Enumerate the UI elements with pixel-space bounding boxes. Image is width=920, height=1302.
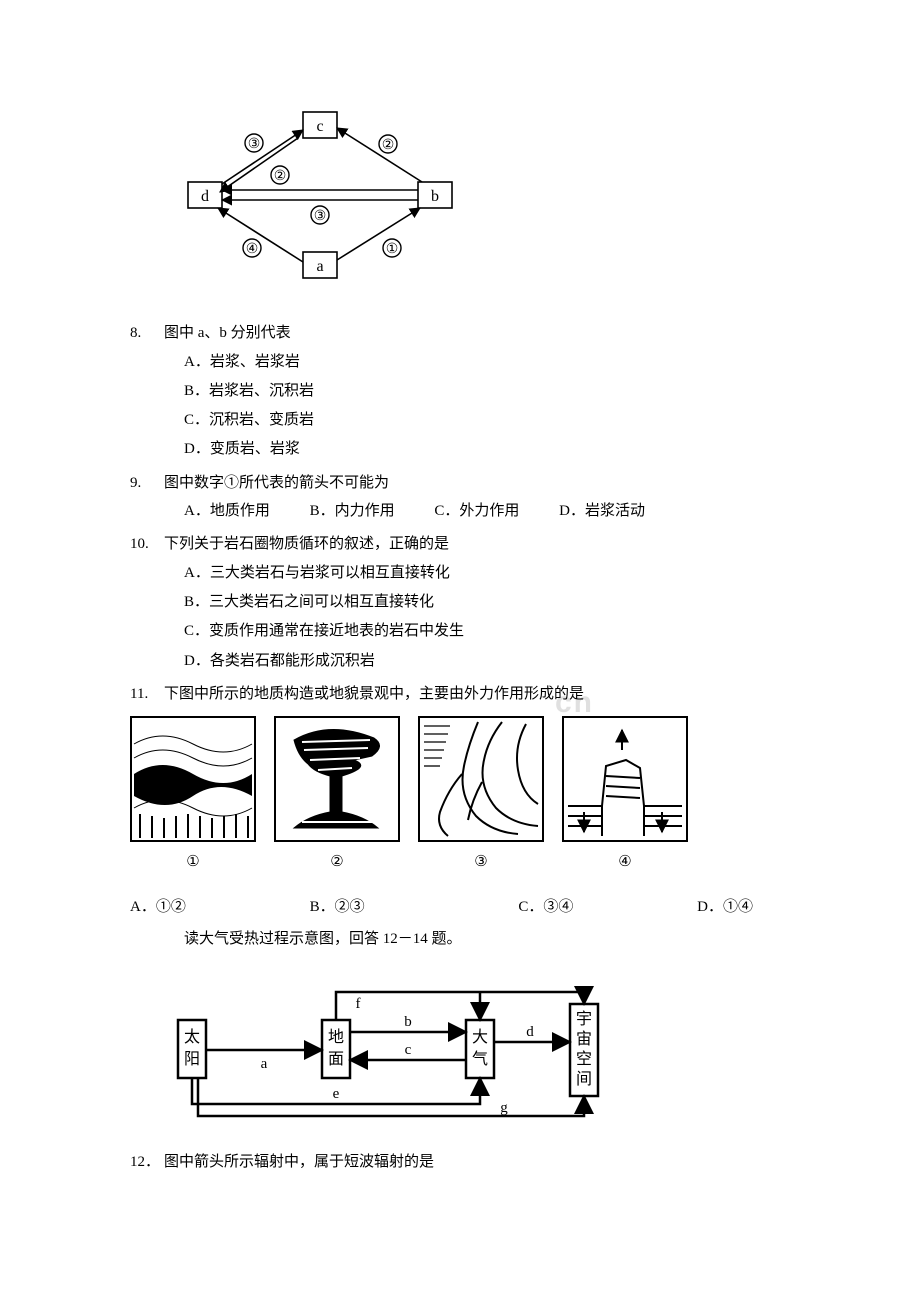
q10-opt-c: C．变质作用通常在接近地表的岩石中发生 bbox=[184, 617, 790, 646]
lbl-a: a bbox=[261, 1056, 268, 1072]
q8-num: 8. bbox=[130, 319, 164, 348]
lbl-f: f bbox=[356, 996, 361, 1012]
q11-ans-d: D．①④ bbox=[697, 893, 753, 922]
q8-opt-b: B．岩浆岩、沉积岩 bbox=[184, 377, 790, 406]
lbl-b: b bbox=[404, 1014, 412, 1030]
atmosphere-heat-diagram: 太 阳 地 面 大 气 宇 宙 空 间 bbox=[150, 978, 790, 1128]
edge-label-3b: ③ bbox=[314, 209, 327, 224]
node-d: d bbox=[201, 188, 209, 205]
q11-fig-3: ③ bbox=[418, 716, 544, 877]
q11-cap-3: ③ bbox=[418, 848, 544, 877]
edge-label-2b: ② bbox=[274, 169, 287, 184]
node-b: b bbox=[431, 188, 439, 205]
q9-opt-d: D．岩浆活动 bbox=[559, 497, 645, 526]
edge-label-2a: ② bbox=[382, 138, 395, 153]
rock-cycle-diagram: c d b a bbox=[170, 100, 790, 295]
q8-options: A．岩浆、岩浆岩 B．岩浆岩、沉积岩 C．沉积岩、变质岩 D．变质岩、岩浆 bbox=[184, 348, 790, 465]
box-atm-l1: 大 bbox=[472, 1028, 488, 1046]
box-sun-l2: 阳 bbox=[184, 1050, 200, 1068]
q9-options: A．地质作用 B．内力作用 C．外力作用 D．岩浆活动 bbox=[184, 497, 790, 526]
question-10: 10. 下列关于岩石圈物质循环的叙述，正确的是 A．三大类岩石与岩浆可以相互直接… bbox=[130, 530, 790, 676]
q11-answers: A．①② B．②③ C．③④ D．①④ bbox=[130, 893, 790, 922]
q9-stem: 图中数字①所代表的箭头不可能为 bbox=[164, 469, 389, 498]
q9-num: 9. bbox=[130, 469, 164, 498]
q11-cap-4: ④ bbox=[562, 848, 688, 877]
q11-cap-1: ① bbox=[130, 848, 256, 877]
q10-stem: 下列关于岩石圈物质循环的叙述，正确的是 bbox=[164, 530, 449, 559]
question-12: 12． 图中箭头所示辐射中，属于短波辐射的是 bbox=[130, 1148, 790, 1177]
lbl-d: d bbox=[526, 1024, 534, 1040]
box-space-l4: 间 bbox=[576, 1070, 592, 1088]
q11-cap-2: ② bbox=[274, 848, 400, 877]
q12-num: 12． bbox=[130, 1148, 164, 1177]
q8-stem: 图中 a、b 分别代表 bbox=[164, 319, 291, 348]
q10-opt-a: A．三大类岩石与岩浆可以相互直接转化 bbox=[184, 559, 790, 588]
q9-opt-c: C．外力作用 bbox=[434, 497, 519, 526]
q10-options: A．三大类岩石与岩浆可以相互直接转化 B．三大类岩石之间可以相互直接转化 C．变… bbox=[184, 559, 790, 676]
q8-opt-c: C．沉积岩、变质岩 bbox=[184, 406, 790, 435]
box-ground-l1: 地 bbox=[328, 1028, 344, 1046]
page-root: c d b a bbox=[0, 0, 920, 1239]
diagram1-svg: c d b a bbox=[170, 100, 470, 295]
question-11: 11. 下图中所示的地质构造或地貌景观中，主要由外力作用形成的是 cn bbox=[130, 680, 790, 922]
lbl-c: c bbox=[405, 1042, 412, 1058]
question-9: 9. 图中数字①所代表的箭头不可能为 A．地质作用 B．内力作用 C．外力作用 … bbox=[130, 469, 790, 527]
q9-opt-a: A．地质作用 bbox=[184, 497, 270, 526]
q8-opt-a: A．岩浆、岩浆岩 bbox=[184, 348, 790, 377]
q9-opt-b: B．内力作用 bbox=[310, 497, 395, 526]
q11-stem: 下图中所示的地质构造或地貌景观中，主要由外力作用形成的是 bbox=[164, 680, 584, 709]
q11-num: 11. bbox=[130, 680, 164, 709]
edge-label-4: ④ bbox=[246, 242, 259, 257]
box-ground-l2: 面 bbox=[328, 1051, 344, 1068]
box-space-l3: 空 bbox=[576, 1050, 592, 1068]
box-atm-l2: 气 bbox=[472, 1050, 488, 1068]
q11-fig-1: ① bbox=[130, 716, 256, 877]
instruction-12-14: 读大气受热过程示意图，回答 12－14 题。 bbox=[184, 927, 790, 948]
q10-num: 10. bbox=[130, 530, 164, 559]
edge-label-1: ① bbox=[386, 242, 399, 257]
lbl-e: e bbox=[333, 1086, 340, 1102]
q11-ans-a: A．①② bbox=[130, 893, 186, 922]
box-space-l1: 宇 bbox=[576, 1010, 592, 1028]
q11-fig-2: ② bbox=[274, 716, 400, 877]
question-8: 8. 图中 a、b 分别代表 A．岩浆、岩浆岩 B．岩浆岩、沉积岩 C．沉积岩、… bbox=[130, 319, 790, 465]
q10-opt-b: B．三大类岩石之间可以相互直接转化 bbox=[184, 588, 790, 617]
q12-stem: 图中箭头所示辐射中，属于短波辐射的是 bbox=[164, 1148, 434, 1177]
q8-opt-d: D．变质岩、岩浆 bbox=[184, 435, 790, 464]
q11-fig-4: ④ bbox=[562, 716, 688, 877]
box-sun-l1: 太 bbox=[184, 1028, 200, 1046]
q11-ans-c: C．③④ bbox=[518, 893, 573, 922]
q11-ans-b: B．②③ bbox=[310, 893, 365, 922]
node-a: a bbox=[316, 258, 323, 275]
node-c: c bbox=[316, 118, 323, 135]
lbl-g: g bbox=[500, 1100, 508, 1116]
q10-opt-d: D．各类岩石都能形成沉积岩 bbox=[184, 647, 790, 676]
edge-label-3a: ③ bbox=[248, 137, 261, 152]
q11-figures: ① ② bbox=[130, 716, 790, 877]
box-space-l2: 宙 bbox=[576, 1030, 592, 1048]
